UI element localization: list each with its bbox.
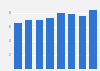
Bar (46, 18, 54, 69)
Bar (36, 20, 43, 69)
Bar (57, 13, 65, 69)
Bar (14, 23, 22, 69)
Bar (79, 16, 86, 69)
Bar (89, 10, 97, 69)
Bar (25, 20, 32, 69)
Bar (68, 14, 75, 69)
